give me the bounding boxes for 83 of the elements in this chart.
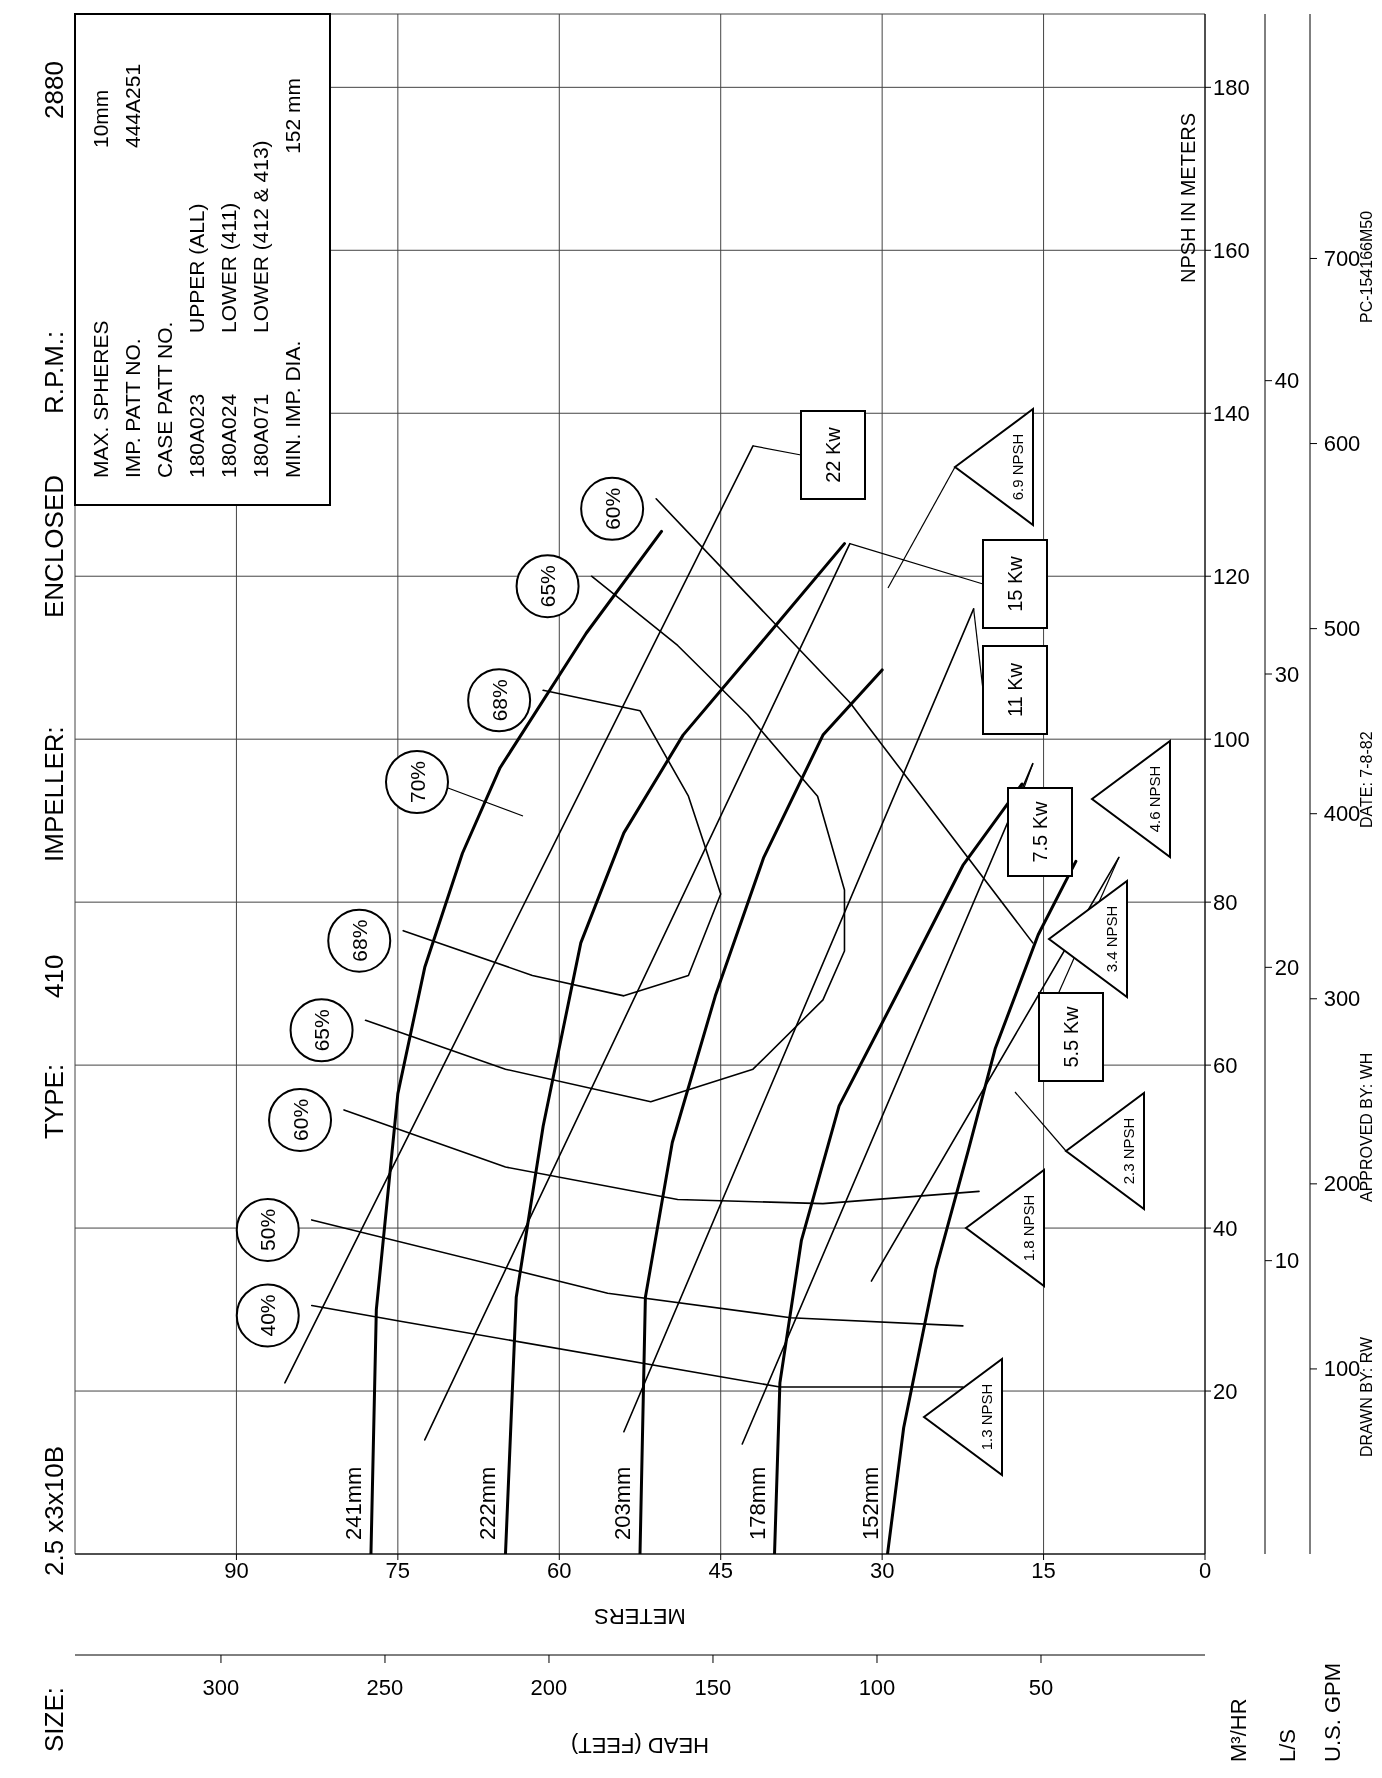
annotation: CASE PATT NO. — [152, 321, 176, 478]
annotation: 180A071 — [248, 393, 272, 478]
text: 50% — [256, 1208, 280, 1251]
annotation: 444A251 — [120, 63, 144, 148]
text: 15 Kw — [1004, 555, 1026, 612]
annotation: 2.3 NPSH — [1119, 1117, 1137, 1185]
y3-tick-label: 500 — [1323, 616, 1361, 642]
annotation: 180A023 — [184, 393, 208, 478]
y3-tick-label: 600 — [1323, 431, 1361, 457]
x2-tick-label: 50 — [1028, 1674, 1054, 1700]
y-tick-label: 40 — [1213, 1215, 1238, 1241]
x2-tick-label: 150 — [694, 1674, 732, 1700]
text: 68% — [487, 679, 511, 722]
annotation: 152 mm — [280, 78, 304, 154]
x2-tick-label: 300 — [202, 1674, 240, 1700]
x-tick-label: 0 — [1198, 1557, 1212, 1583]
text: 68% — [347, 919, 371, 962]
text: 7.5 Kw — [1029, 800, 1051, 863]
x-tick-label: 15 — [1031, 1557, 1056, 1583]
annotation: 70% — [405, 760, 429, 804]
x-tick-label: 75 — [385, 1557, 411, 1583]
text: 178mm — [744, 1466, 770, 1540]
x2-tick-label: 100 — [858, 1674, 896, 1700]
annotation: 180A024 — [216, 393, 240, 478]
annotation: 3.4 NPSH — [1102, 905, 1120, 973]
y2-axis-title: L/S — [1274, 1728, 1300, 1762]
annotation: LOWER (412 & 413) — [248, 140, 272, 333]
text: 65% — [310, 1009, 334, 1052]
annotation: 6.9 NPSH — [1008, 433, 1026, 501]
x-tick-label: 30 — [869, 1557, 895, 1583]
text: TYPE: — [39, 1063, 69, 1139]
x-tick-label: 90 — [224, 1557, 249, 1583]
y-tick-label: 20 — [1213, 1378, 1238, 1404]
annotation: 10mm — [88, 89, 112, 148]
y-axis-title: M³/HR — [1225, 1698, 1251, 1762]
text: 5.5 Kw — [1060, 1005, 1082, 1068]
x-tick-label: 60 — [547, 1557, 572, 1583]
x-axis-title: METERS — [594, 1603, 686, 1629]
annotation: IMP. PATT NO. — [120, 338, 144, 478]
y-tick-label: 80 — [1213, 889, 1238, 915]
x-tick-label: 45 — [708, 1557, 733, 1583]
annotation: MAX. SPHERES — [88, 320, 112, 478]
y-tick-label: 180 — [1213, 75, 1250, 101]
y-tick-label: 140 — [1213, 401, 1250, 427]
y2-tick-label: 40 — [1274, 368, 1300, 394]
x2-axis-title: HEAD (FEET) — [570, 1732, 710, 1758]
annotation: LOWER (411) — [216, 202, 240, 333]
text: R.P.M.: — [39, 330, 69, 414]
annotation: MIN. IMP. DIA. — [280, 340, 304, 478]
text: 65% — [536, 565, 560, 608]
text: 60% — [600, 487, 624, 530]
y2-tick-label: 20 — [1274, 954, 1300, 980]
y-tick-label: 100 — [1213, 727, 1250, 752]
text: 2880 — [39, 61, 69, 119]
annotation: 4.6 NPSH — [1145, 765, 1163, 833]
y2-tick-label: 10 — [1274, 1248, 1300, 1274]
y-tick-label: 160 — [1213, 238, 1250, 264]
y3-axis-title: U.S. GPM — [1319, 1662, 1345, 1762]
x2-tick-label: 200 — [530, 1674, 568, 1700]
text: 152mm — [857, 1466, 883, 1540]
text: 241mm — [340, 1466, 366, 1540]
text: 11 Kw — [1004, 662, 1026, 718]
text: ENCLOSED — [39, 474, 69, 618]
annotation: NPSH IN METERS — [1177, 112, 1199, 283]
x2-tick-label: 250 — [366, 1674, 404, 1700]
text: 60% — [288, 1098, 312, 1141]
text: 203mm — [610, 1466, 635, 1540]
text: 222mm — [475, 1466, 501, 1540]
annotation: 1.3 NPSH — [977, 1383, 995, 1451]
annotation: UPPER (ALL) — [184, 203, 208, 333]
legend-label: 22 Kw — [822, 426, 844, 483]
y2-tick-label: 30 — [1274, 661, 1300, 687]
text: IMPELLER: — [39, 726, 69, 862]
text: 2.5 x3x10B — [39, 1445, 69, 1576]
y3-tick-label: 300 — [1323, 986, 1361, 1012]
y-tick-label: 120 — [1213, 564, 1250, 590]
y-tick-label: 60 — [1213, 1052, 1238, 1078]
text: SIZE: — [39, 1686, 69, 1752]
text: 40% — [256, 1294, 280, 1337]
y3-tick-label: 400 — [1323, 801, 1361, 827]
annotation: 1.8 NPSH — [1019, 1194, 1037, 1262]
y3-tick-label: 100 — [1323, 1356, 1361, 1382]
text: 410 — [39, 954, 69, 998]
